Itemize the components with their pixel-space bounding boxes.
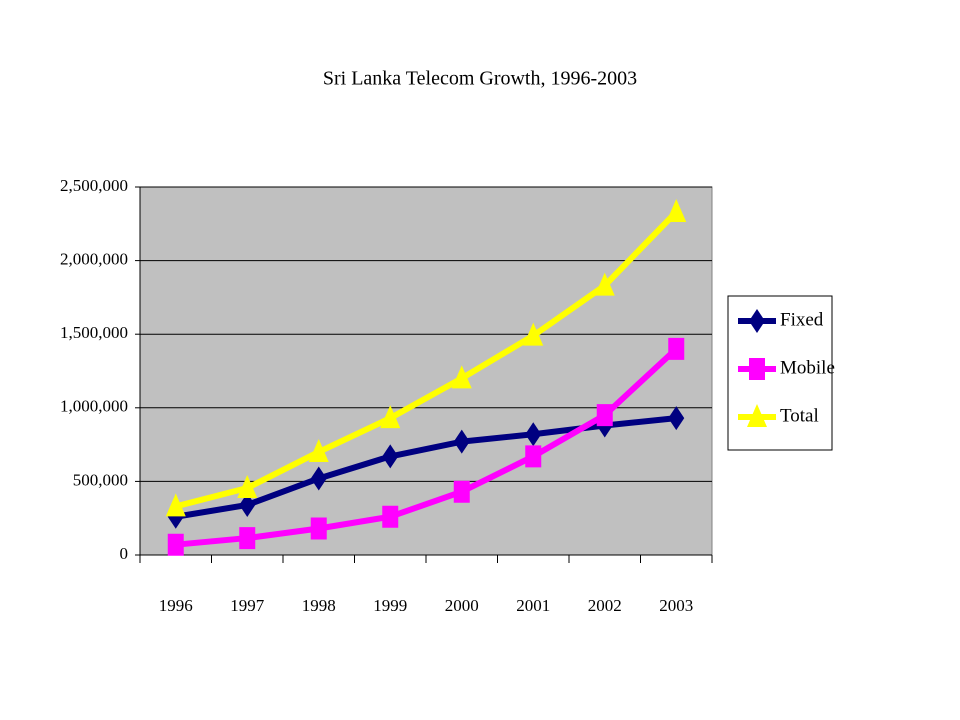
data-point xyxy=(167,504,184,529)
y-tick-label: 1,000,000 xyxy=(60,397,128,416)
data-point xyxy=(594,272,615,296)
data-point xyxy=(453,429,470,454)
data-point xyxy=(666,199,687,223)
data-point xyxy=(310,517,327,540)
data-point xyxy=(167,533,184,556)
x-tick-label: 2003 xyxy=(659,596,693,615)
legend-label: Mobile xyxy=(780,357,835,378)
data-point xyxy=(382,444,399,469)
x-tick-label: 1997 xyxy=(230,596,265,615)
legend-marker xyxy=(747,404,767,427)
data-point xyxy=(239,492,256,517)
data-point xyxy=(453,480,470,503)
x-tick-label: 2000 xyxy=(445,596,479,615)
chart-title: Sri Lanka Telecom Growth, 1996-2003 xyxy=(323,68,637,90)
series-line xyxy=(175,209,679,510)
x-tick-label: 1996 xyxy=(159,596,193,615)
x-tick-label: 2002 xyxy=(588,596,622,615)
legend-marker xyxy=(749,309,765,333)
data-point xyxy=(165,493,186,517)
series-line xyxy=(175,415,677,520)
data-point xyxy=(380,405,401,429)
data-point xyxy=(239,527,256,550)
data-point xyxy=(668,337,685,360)
data-point xyxy=(525,422,542,447)
y-tick-label: 2,000,000 xyxy=(60,250,128,269)
data-point xyxy=(237,475,258,499)
legend-label: Total xyxy=(780,405,819,426)
data-point xyxy=(523,322,544,346)
data-point xyxy=(382,505,399,528)
data-point xyxy=(668,406,685,431)
data-point xyxy=(596,404,613,427)
y-tick-label: 0 xyxy=(120,544,129,563)
series-line xyxy=(175,346,679,548)
data-point xyxy=(451,365,472,389)
data-point xyxy=(525,445,542,468)
x-tick-label: 1999 xyxy=(373,596,407,615)
legend-label: Fixed xyxy=(780,309,824,330)
y-tick-label: 2,500,000 xyxy=(60,176,128,195)
y-tick-label: 500,000 xyxy=(73,470,128,489)
data-point xyxy=(308,438,329,462)
y-tick-label: 1,500,000 xyxy=(60,323,128,342)
x-tick-label: 1998 xyxy=(302,596,336,615)
plot-area xyxy=(139,186,713,556)
x-tick-label: 2001 xyxy=(516,596,550,615)
legend-marker xyxy=(749,358,765,380)
data-point xyxy=(310,466,327,491)
